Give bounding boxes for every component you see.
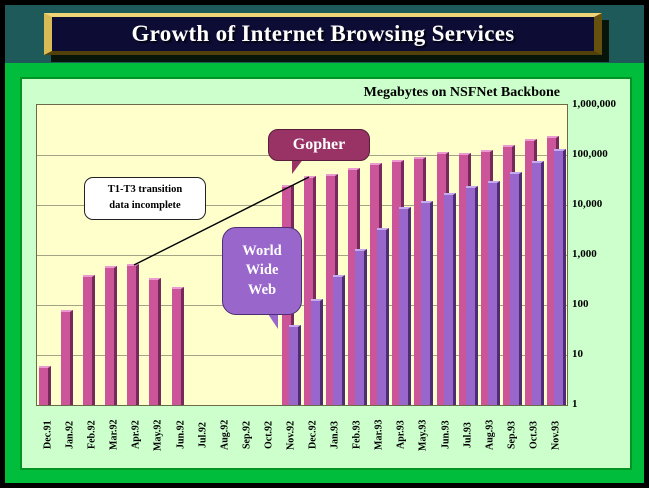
title-bar: Growth of Internet Browsing Services	[44, 13, 602, 55]
www-bar-Jun.93	[443, 193, 456, 405]
bars-layer	[37, 105, 567, 405]
www-bar-Oct.93	[531, 161, 544, 405]
www-callout: World Wide Web	[222, 227, 302, 315]
slide-title: Growth of Internet Browsing Services	[131, 21, 515, 46]
y-tick-label: 1,000,000	[572, 98, 616, 110]
gopher-callout-label: Gopher	[292, 136, 346, 153]
www-bar-Sep.93	[509, 172, 522, 405]
x-tick-label: Jan.92	[64, 420, 76, 450]
chart-title: Megabytes on NSFNet Backbone	[363, 85, 560, 100]
x-tick-label: Nov.93	[550, 420, 562, 450]
gopher-bar-May.92	[149, 278, 162, 405]
chart-panel: Megabytes on NSFNet Backbone 1,000,000 10…	[20, 77, 632, 470]
x-tick-label: Mar.93	[373, 419, 385, 451]
www-bar-Dec.92	[311, 299, 323, 405]
gopher-bar-Mar.92	[105, 266, 118, 405]
gopher-bar-Apr.92	[127, 264, 140, 405]
www-bar-Aug.93	[487, 181, 500, 405]
www-bar-Mar.93	[377, 227, 390, 405]
gopher-callout: Gopher	[268, 129, 370, 161]
x-tick-label: Sep.93	[506, 420, 518, 450]
incomplete-callout-line2: data incomplete	[109, 200, 181, 212]
www-callout-line3: Web	[247, 281, 277, 298]
gopher-bar-Jan.92	[61, 309, 74, 405]
y-tick-label: 1	[572, 398, 578, 410]
x-tick-label: Mar.92	[108, 419, 120, 451]
www-bar-Jul.93	[465, 186, 478, 405]
www-callout-line2: Wide	[245, 262, 279, 279]
y-tick-label: 100	[572, 298, 589, 310]
x-tick-label: Jul.93	[462, 422, 474, 448]
gopher-callout-tail	[292, 158, 304, 174]
x-tick-label: Apr.92	[130, 420, 142, 450]
www-bar-Apr.93	[399, 207, 412, 405]
www-bar-Nov.93	[553, 149, 566, 405]
www-bar-May.93	[421, 201, 434, 405]
www-bar-Jan.93	[333, 274, 346, 405]
www-callout-line1: World	[242, 242, 282, 259]
x-tick-label: Aug.92	[219, 419, 231, 451]
y-tick-label: 10,000	[572, 198, 603, 210]
incomplete-data-callout: T1-T3 transition data incomplete	[84, 177, 206, 220]
x-tick-label: Nov.92	[285, 420, 297, 450]
x-tick-label: Feb.92	[86, 420, 98, 450]
x-axis-labels: Dec.91 Jan.92 Feb.92 Mar.92 Apr.92 May.92 Jun.…	[37, 409, 567, 461]
x-tick-label: Sep.92	[241, 420, 253, 450]
gopher-bar-Dec.91	[39, 366, 51, 405]
www-bar-Feb.93	[355, 249, 368, 405]
www-bar-Nov.92	[288, 324, 301, 405]
x-tick-label: Oct.92	[263, 420, 275, 450]
incomplete-callout-line1: T1-T3 transition	[107, 184, 183, 195]
gridline	[37, 305, 567, 306]
gopher-bar-Jun.92	[171, 286, 184, 405]
y-axis-labels: 1,000,000 100,000 10,000 1,000 100 10 1	[572, 98, 632, 410]
x-tick-label: Dec.91	[42, 420, 54, 450]
x-tick-label: Apr.93	[395, 420, 407, 450]
www-callout-tail	[266, 311, 278, 329]
x-tick-label: Feb.93	[351, 420, 363, 450]
x-tick-label: Jul.92	[197, 422, 209, 448]
x-tick-label: May.92	[152, 419, 164, 451]
x-tick-label: Jan.93	[329, 420, 341, 450]
x-tick-label: Dec.92	[307, 420, 319, 450]
gridline	[37, 355, 567, 356]
x-tick-label: May.93	[417, 419, 429, 451]
y-tick-label: 10	[572, 348, 583, 360]
x-tick-label: Jun.92	[175, 420, 187, 450]
x-tick-label: Jun.93	[440, 420, 452, 450]
gopher-bar-Feb.92	[83, 274, 96, 405]
y-tick-label: 100,000	[572, 148, 608, 160]
x-tick-label: Aug.93	[484, 419, 496, 451]
y-tick-label: 1,000	[572, 248, 597, 260]
x-tick-label: Oct.93	[528, 420, 540, 450]
